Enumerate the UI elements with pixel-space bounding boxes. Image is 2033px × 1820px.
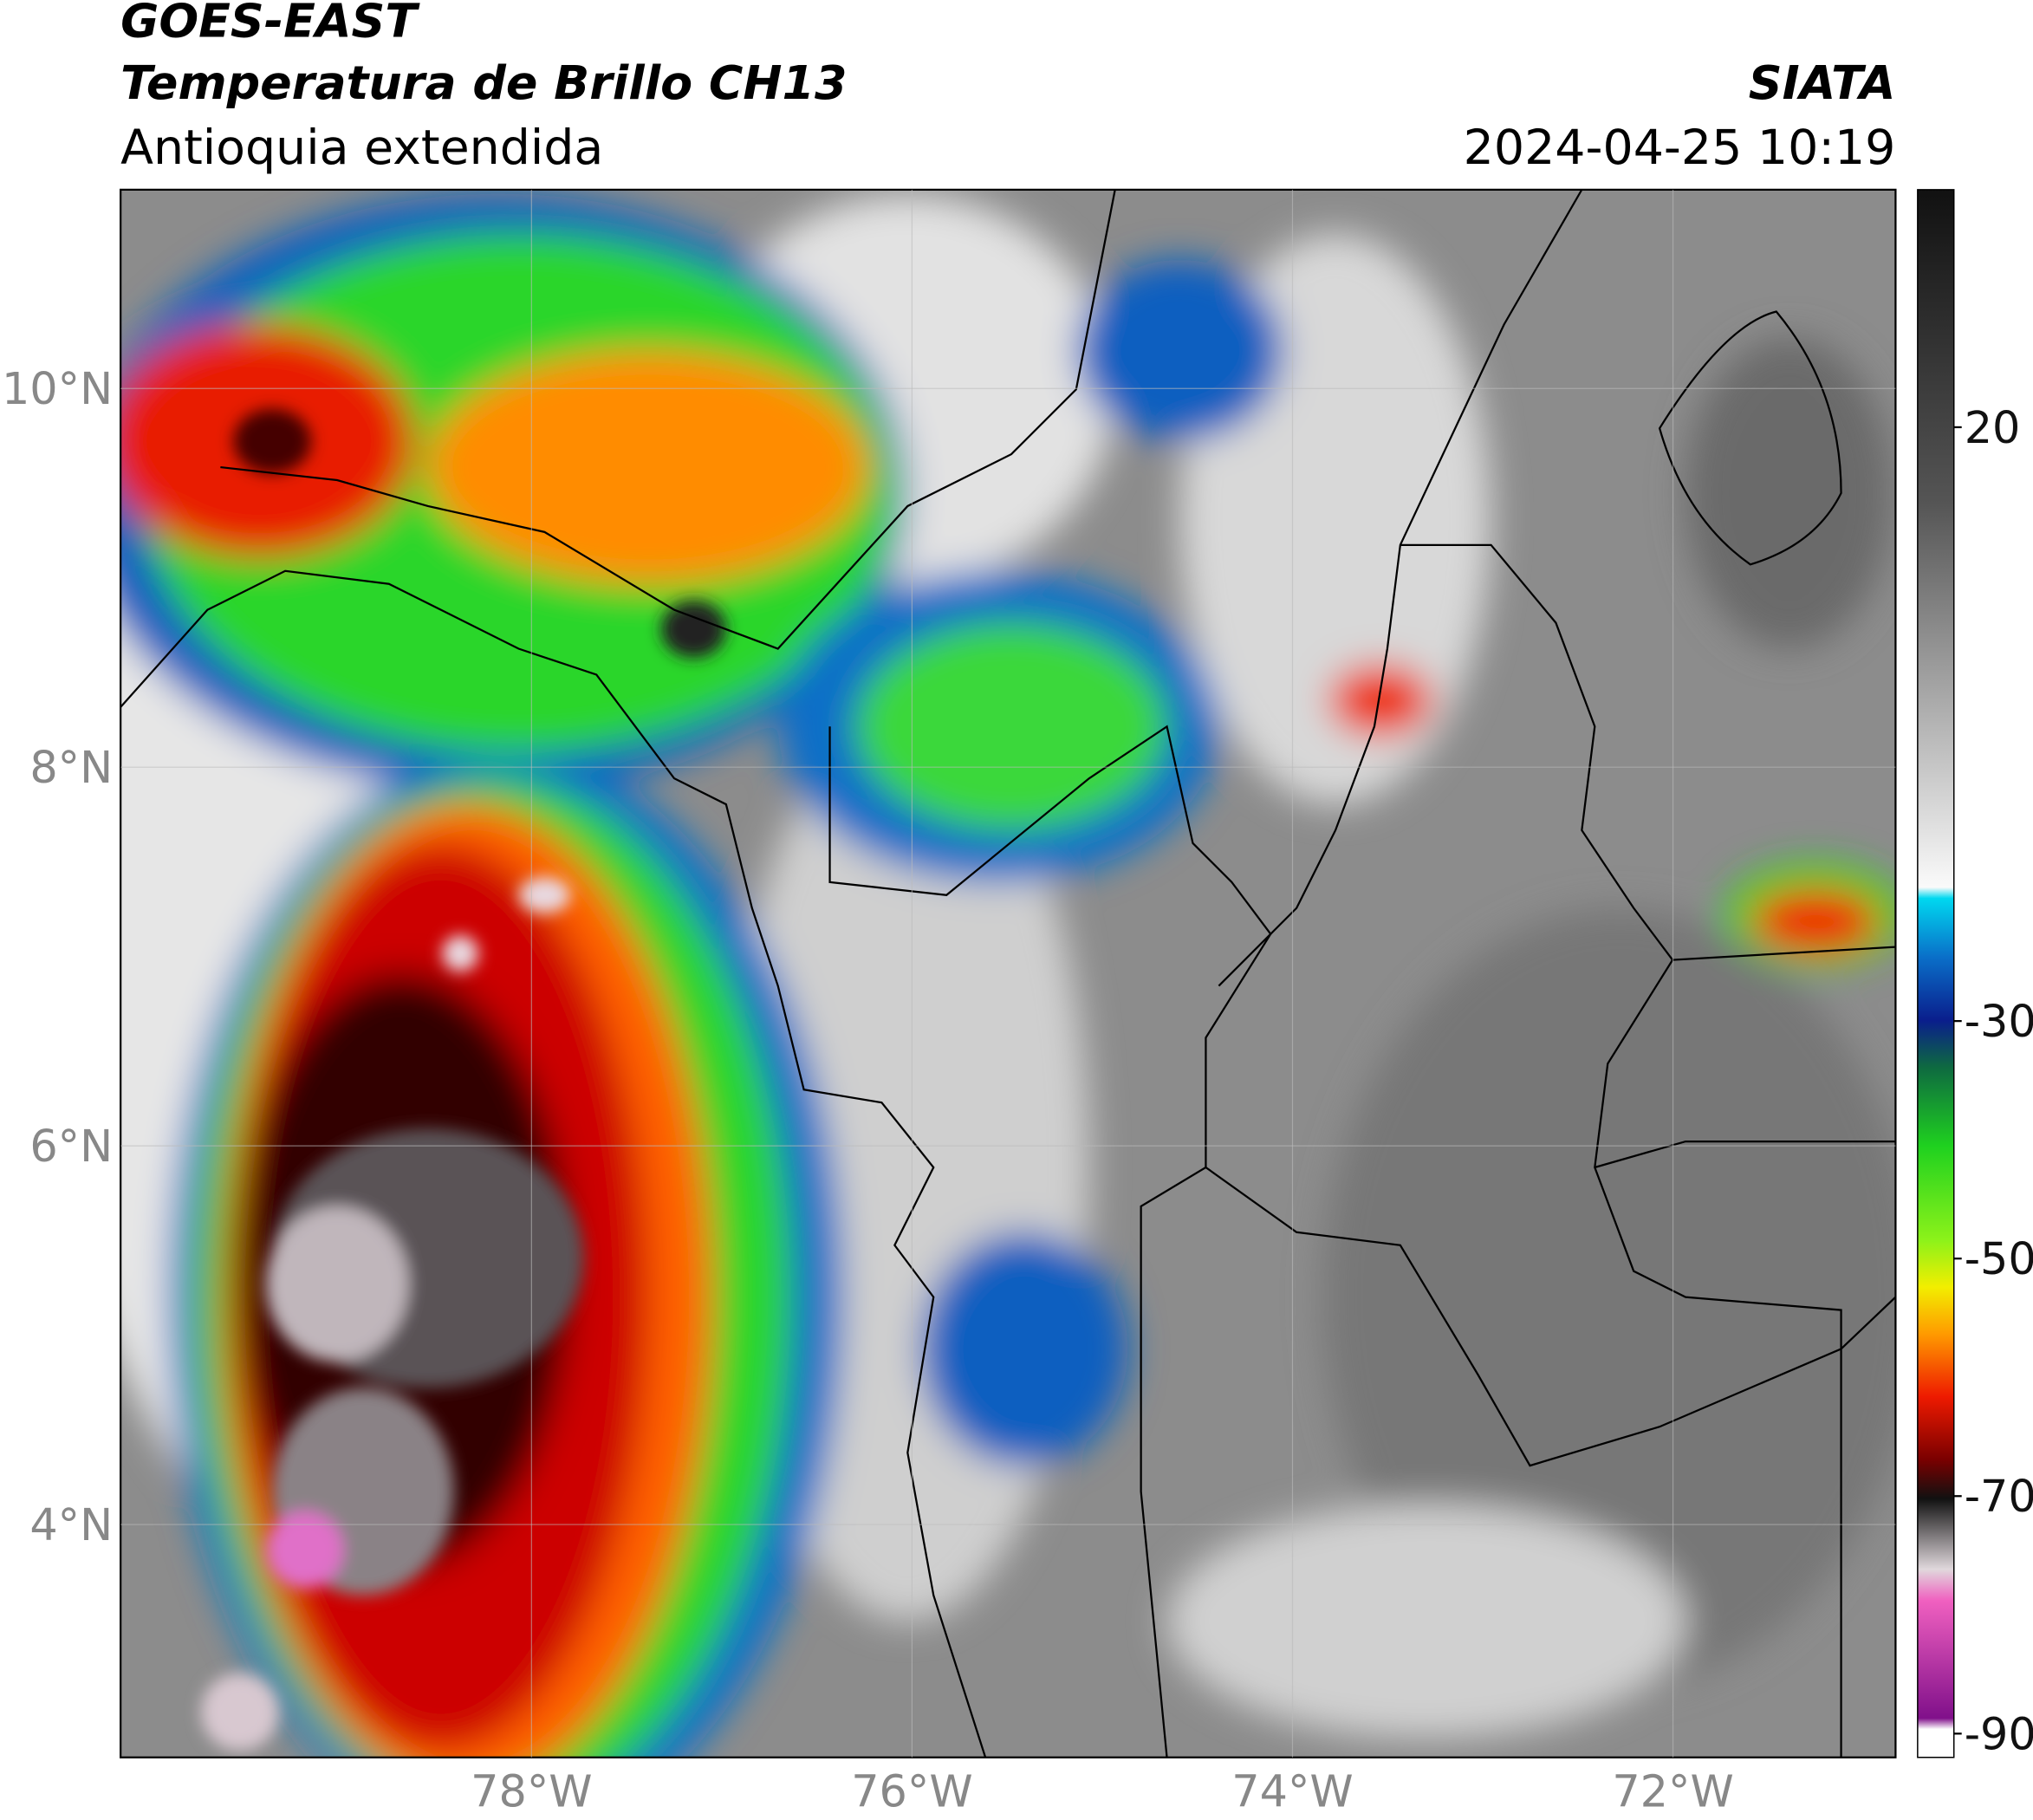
colorbar-tick-label: -70 — [1965, 1471, 2033, 1522]
lat-tick-label: 10°N — [2, 363, 113, 414]
borders — [120, 189, 1896, 1758]
title: GOES-EAST — [120, 0, 420, 48]
subtitle: Temperatura de Brillo CH13 — [120, 55, 847, 110]
datetime: 2024-04-25 10:19 — [1464, 120, 1896, 176]
colorbar-tick-label: -30 — [1965, 996, 2033, 1047]
colorbar — [1917, 189, 1955, 1758]
satellite-image — [120, 189, 1896, 1758]
lon-tick-label: 74°W — [1231, 1766, 1353, 1817]
lon-tick-label: 72°W — [1612, 1766, 1733, 1817]
colorbar-tick-label: -90 — [1965, 1708, 2033, 1759]
colorbar-tick-label: 20 — [1965, 402, 2021, 453]
lat-tick-label: 8°N — [29, 742, 113, 793]
colorbar-tick-label: -50 — [1965, 1233, 2033, 1284]
lat-tick-label: 6°N — [29, 1121, 113, 1172]
lon-tick-label: 76°W — [851, 1766, 972, 1817]
lat-tick-label: 4°N — [29, 1499, 113, 1550]
map-frame — [120, 188, 1897, 1758]
source: SIATA — [1749, 55, 1896, 110]
region: Antioquia extendida — [120, 120, 603, 176]
lon-tick-label: 78°W — [471, 1766, 592, 1817]
